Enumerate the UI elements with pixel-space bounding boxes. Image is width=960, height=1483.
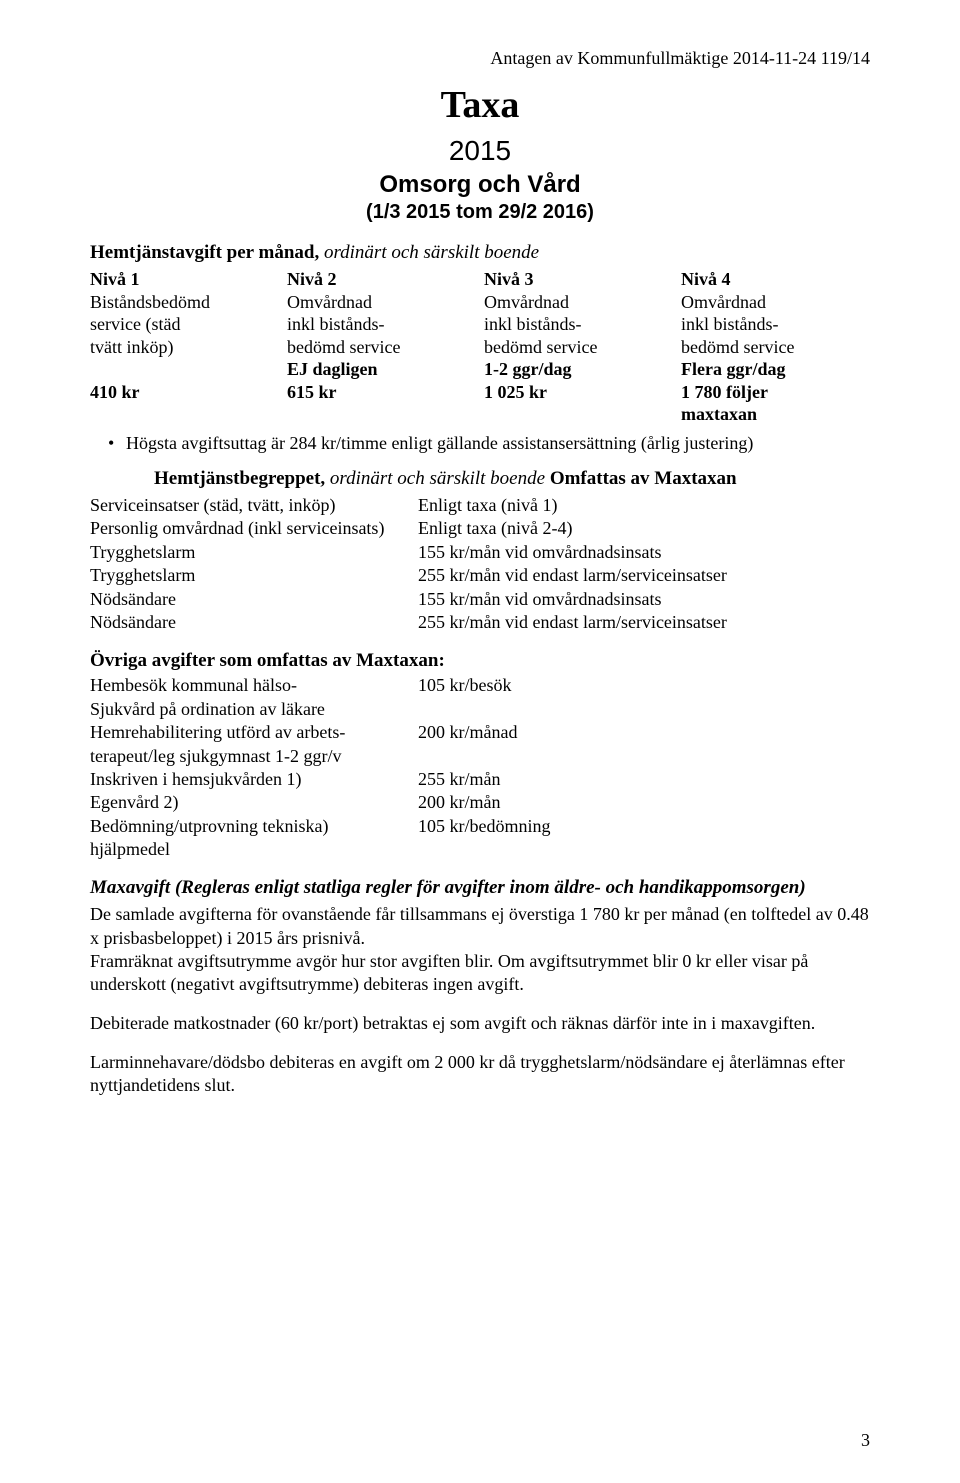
level-table: Nivå 1 Nivå 2 Nivå 3 Nivå 4 Biståndsbedö… <box>90 268 870 426</box>
kv-val: 255 kr/mån vid endast larm/serviceinsats… <box>418 564 870 587</box>
hemtj2-bold: Hemtjänstbegreppet, <box>154 468 330 489</box>
bullet-text: Högsta avgiftsuttag är 284 kr/timme enli… <box>126 432 753 455</box>
ov-val: 200 kr/månad <box>418 721 870 744</box>
hemtjanst-heading: Hemtjänstavgift per månad, ordinärt och … <box>90 242 870 264</box>
kv-key: Nödsändare <box>90 588 418 611</box>
table-cell: Flera ggr/dag <box>681 358 870 381</box>
kv-row: Trygghetslarm155 kr/mån vid omvårdnadsin… <box>90 541 870 564</box>
table-cell: 410 kr <box>90 381 279 404</box>
table-cell: Omvårdnad <box>484 291 673 314</box>
ov-key: Hembesök kommunal hälso- <box>90 674 418 697</box>
ov-key: Sjukvård på ordination av läkare <box>90 698 418 721</box>
kv-key: Trygghetslarm <box>90 541 418 564</box>
table-cell: Omvårdnad <box>681 291 870 314</box>
ov-row: Egenvård 2)200 kr/mån <box>90 791 870 814</box>
table-cell: service (städ <box>90 313 279 336</box>
table-cell: inkl bistånds- <box>287 313 476 336</box>
kv-key: Serviceinsatser (städ, tvätt, inköp) <box>90 494 418 517</box>
ov-key: hjälpmedel <box>90 838 418 861</box>
hemtj2-tail: Omfattas av Maxtaxan <box>550 468 737 489</box>
table-cell: Omvårdnad <box>287 291 476 314</box>
table-cell: 615 kr <box>287 381 476 404</box>
kv-key: Personlig omvårdnad (inkl serviceinsats) <box>90 517 418 540</box>
hemtj2-italic: ordinärt och särskilt boende <box>330 468 550 489</box>
hemtjanst-heading-bold: Hemtjänstavgift per månad, <box>90 242 324 263</box>
ov-key: Hemrehabilitering utförd av arbets- <box>90 721 418 744</box>
table-cell: EJ dagligen <box>287 358 476 381</box>
ov-row: Inskriven i hemsjukvården 1)255 kr/mån <box>90 768 870 791</box>
ov-row: Sjukvård på ordination av läkare <box>90 698 870 721</box>
ov-val <box>418 698 870 721</box>
kv-val: 155 kr/mån vid omvårdnadsinsats <box>418 541 870 564</box>
hemtjanst-heading-italic: ordinärt och särskilt boende <box>324 242 539 263</box>
ov-key: Egenvård 2) <box>90 791 418 814</box>
ov-val <box>418 745 870 768</box>
bullet-icon: • <box>90 432 126 455</box>
table-cell: inkl bistånds- <box>681 313 870 336</box>
kv-key: Trygghetslarm <box>90 564 418 587</box>
hemtjanst2-heading: Hemtjänstbegreppet, ordinärt och särskil… <box>154 468 870 490</box>
kv-val: 155 kr/mån vid omvårdnadsinsats <box>418 588 870 611</box>
header-adopted: Antagen av Kommunfullmäktige 2014-11-24 … <box>90 48 870 69</box>
table-header: Nivå 4 <box>681 268 870 291</box>
kv-row: Nödsändare255 kr/mån vid endast larm/ser… <box>90 611 870 634</box>
title-year: 2015 <box>90 135 870 167</box>
ovriga-heading: Övriga avgifter som omfattas av Maxtaxan… <box>90 650 870 672</box>
kv-row: Nödsändare155 kr/mån vid omvårdnadsinsat… <box>90 588 870 611</box>
body-para: Larminnehavare/dödsbo debiteras en avgif… <box>90 1051 870 1097</box>
page-number: 3 <box>861 1430 870 1451</box>
ov-row: Hemrehabilitering utförd av arbets-200 k… <box>90 721 870 744</box>
title-range: (1/3 2015 tom 29/2 2016) <box>90 201 870 224</box>
ov-row: terapeut/leg sjukgymnast 1-2 ggr/v <box>90 745 870 768</box>
table-header: Nivå 1 <box>90 268 279 291</box>
bullet-item: • Högsta avgiftsuttag är 284 kr/timme en… <box>90 432 870 455</box>
table-header: Nivå 2 <box>287 268 476 291</box>
body-para: Framräknat avgiftsutrymme avgör hur stor… <box>90 950 870 996</box>
ov-val <box>418 838 870 861</box>
ov-key: Inskriven i hemsjukvården 1) <box>90 768 418 791</box>
ovriga-list: Hembesök kommunal hälso-105 kr/besök Sju… <box>90 674 870 861</box>
kv-row: Personlig omvårdnad (inkl serviceinsats)… <box>90 517 870 540</box>
table-cell: tvätt inköp) <box>90 336 279 359</box>
ov-val: 200 kr/mån <box>418 791 870 814</box>
kv-val: Enligt taxa (nivå 1) <box>418 494 870 517</box>
table-cell: bedömd service <box>484 336 673 359</box>
table-cell <box>484 403 673 426</box>
kv-key: Nödsändare <box>90 611 418 634</box>
table-cell: 1-2 ggr/dag <box>484 358 673 381</box>
document-page: Antagen av Kommunfullmäktige 2014-11-24 … <box>0 0 960 1483</box>
ov-val: 255 kr/mån <box>418 768 870 791</box>
ov-row: Hembesök kommunal hälso-105 kr/besök <box>90 674 870 697</box>
title-main: Taxa <box>90 83 870 127</box>
ov-val: 105 kr/besök <box>418 674 870 697</box>
table-header: Nivå 3 <box>484 268 673 291</box>
table-cell: bedömd service <box>287 336 476 359</box>
table-cell: maxtaxan <box>681 403 870 426</box>
table-cell <box>90 403 279 426</box>
ov-row: Bedömning/utprovning tekniska)105 kr/bed… <box>90 815 870 838</box>
kv-row: Serviceinsatser (städ, tvätt, inköp)Enli… <box>90 494 870 517</box>
kv-list: Serviceinsatser (städ, tvätt, inköp)Enli… <box>90 494 870 634</box>
body-para: Debiterade matkostnader (60 kr/port) bet… <box>90 1012 870 1035</box>
table-cell: bedömd service <box>681 336 870 359</box>
kv-val: Enligt taxa (nivå 2-4) <box>418 517 870 540</box>
table-cell: Biståndsbedömd <box>90 291 279 314</box>
maxavgift-heading: Maxavgift (Regleras enligt statliga regl… <box>90 877 870 899</box>
kv-row: Trygghetslarm255 kr/mån vid endast larm/… <box>90 564 870 587</box>
table-cell <box>287 403 476 426</box>
ov-val: 105 kr/bedömning <box>418 815 870 838</box>
table-cell: 1 025 kr <box>484 381 673 404</box>
kv-val: 255 kr/mån vid endast larm/serviceinsats… <box>418 611 870 634</box>
ov-key: terapeut/leg sjukgymnast 1-2 ggr/v <box>90 745 418 768</box>
table-cell <box>90 358 279 381</box>
table-cell: 1 780 följer <box>681 381 870 404</box>
body-para: De samlade avgifterna för ovanstående få… <box>90 903 870 949</box>
ov-key: Bedömning/utprovning tekniska) <box>90 815 418 838</box>
title-sub: Omsorg och Vård <box>90 171 870 199</box>
table-cell: inkl bistånds- <box>484 313 673 336</box>
ov-row: hjälpmedel <box>90 838 870 861</box>
